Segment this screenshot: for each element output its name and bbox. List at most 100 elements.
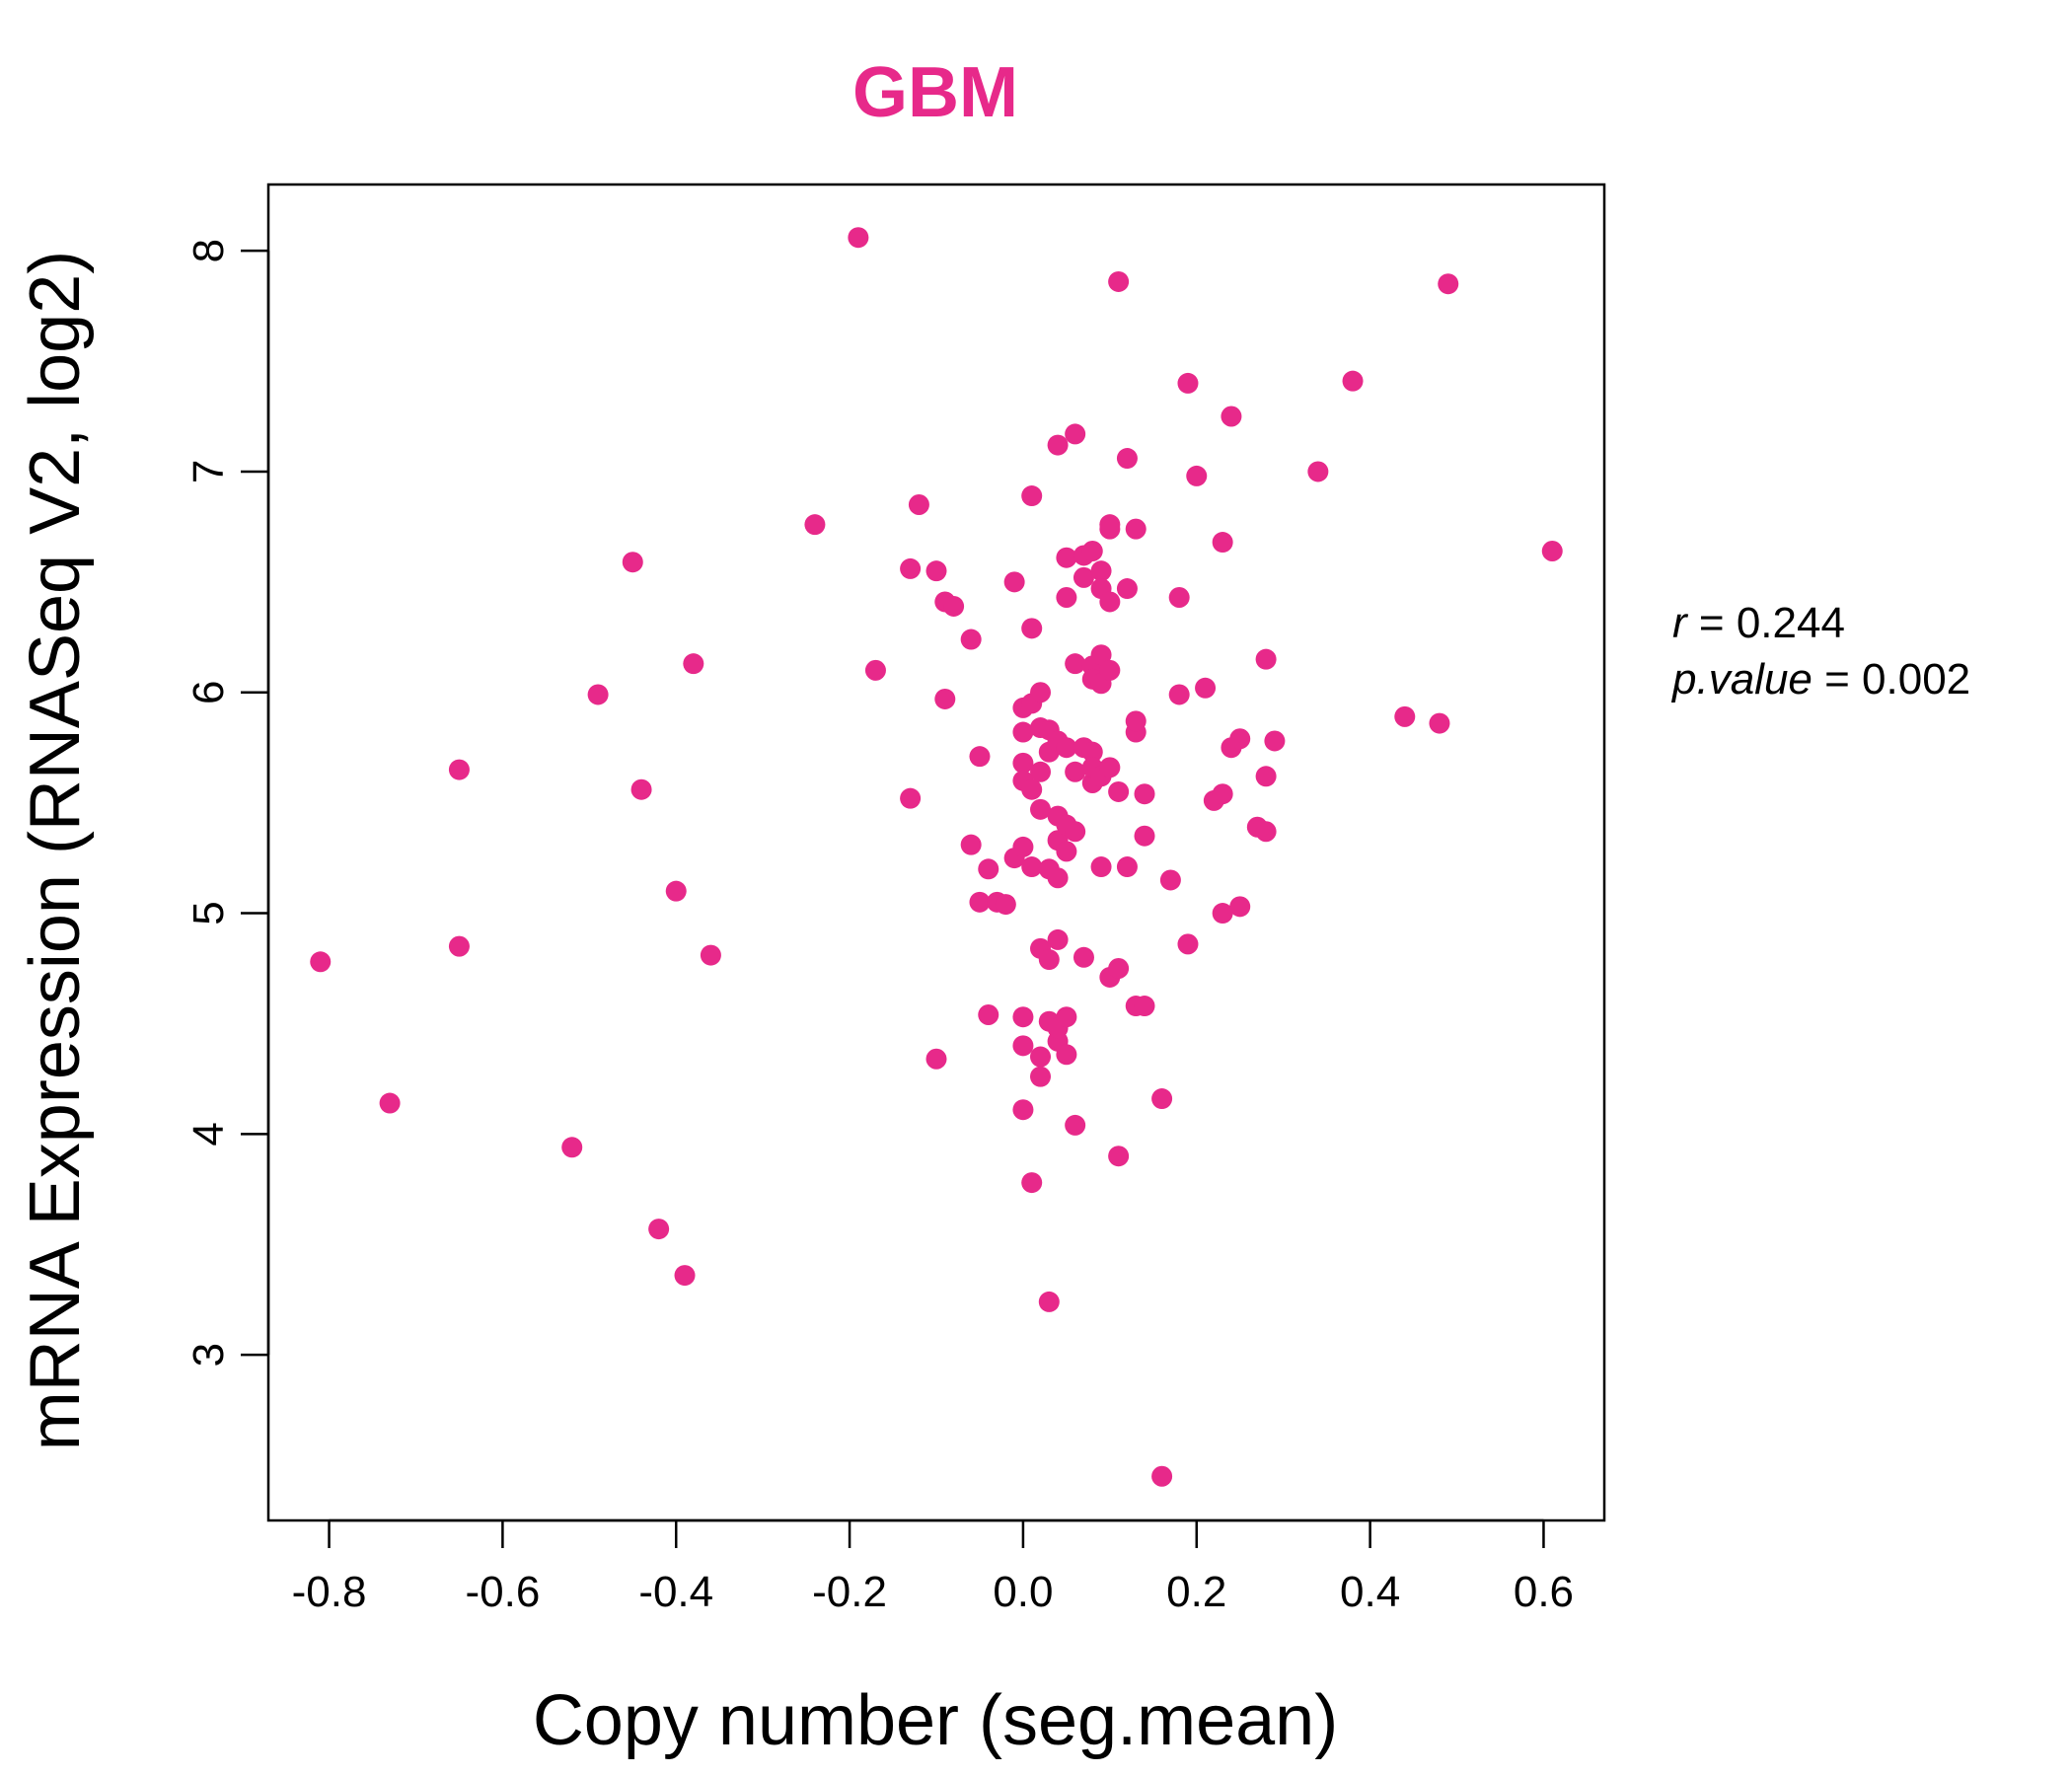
data-point xyxy=(969,891,991,913)
data-point xyxy=(1021,485,1043,507)
data-point xyxy=(1099,659,1121,681)
data-point xyxy=(1125,518,1147,540)
data-point xyxy=(1021,856,1043,878)
data-point xyxy=(700,944,721,966)
data-point xyxy=(1134,996,1155,1017)
y-axis: 3 4 5 6 7 8 xyxy=(185,239,270,1367)
data-point xyxy=(1021,1172,1043,1194)
y-tick-label: 4 xyxy=(185,1122,233,1146)
data-point xyxy=(1038,949,1060,971)
y-tick-label: 7 xyxy=(185,460,233,483)
data-point xyxy=(448,935,470,957)
data-point xyxy=(804,514,826,536)
data-point xyxy=(448,759,470,780)
data-point xyxy=(1394,705,1416,727)
data-point xyxy=(1221,406,1242,427)
data-points xyxy=(310,227,1563,1487)
data-point xyxy=(1065,821,1086,843)
data-point xyxy=(1134,783,1155,805)
x-tick-label: -0.8 xyxy=(292,1568,367,1616)
data-point xyxy=(900,787,922,809)
data-point xyxy=(674,1265,696,1287)
x-tick-label: 0.6 xyxy=(1514,1568,1574,1616)
pvalue-annotation: p.value = 0.002 xyxy=(1670,655,1970,703)
r-value: 0.244 xyxy=(1737,599,1845,647)
data-point xyxy=(1056,587,1077,609)
data-point xyxy=(908,494,929,516)
data-point xyxy=(864,659,886,681)
data-point xyxy=(379,1092,401,1114)
y-tick-label: 8 xyxy=(185,239,233,262)
data-point xyxy=(1003,571,1025,593)
data-point xyxy=(1125,710,1147,732)
data-point xyxy=(978,858,999,880)
x-tick-label: -0.6 xyxy=(465,1568,540,1616)
data-point xyxy=(1012,752,1034,774)
data-point xyxy=(934,688,956,709)
data-point xyxy=(665,880,687,902)
data-point xyxy=(1116,578,1138,600)
data-point xyxy=(1090,856,1112,878)
data-point xyxy=(1429,712,1450,734)
y-tick-label: 5 xyxy=(185,901,233,925)
data-point xyxy=(1438,273,1459,295)
data-point xyxy=(1186,465,1208,486)
data-point xyxy=(1177,933,1199,955)
data-point xyxy=(1229,728,1251,750)
data-point xyxy=(848,227,869,249)
data-point xyxy=(1116,856,1138,878)
data-point xyxy=(1012,721,1034,743)
data-point xyxy=(1108,780,1130,802)
data-point xyxy=(1255,648,1277,670)
x-tick-label: 0.0 xyxy=(993,1568,1053,1616)
data-point xyxy=(1177,372,1199,394)
data-point xyxy=(1056,1006,1077,1028)
data-point xyxy=(1151,1088,1173,1110)
data-point xyxy=(1056,547,1077,568)
data-point xyxy=(1108,957,1130,979)
data-point xyxy=(1030,761,1052,782)
data-point xyxy=(1168,587,1190,609)
data-point xyxy=(1021,778,1043,800)
data-point xyxy=(1047,867,1069,889)
data-point xyxy=(1212,903,1233,925)
data-point xyxy=(1030,1066,1052,1087)
data-point xyxy=(925,560,947,582)
data-point xyxy=(1159,869,1181,891)
data-point xyxy=(587,684,609,705)
data-point xyxy=(1030,1046,1052,1068)
x-tick-label: -0.2 xyxy=(812,1568,887,1616)
p-label: p.value xyxy=(1670,655,1813,703)
x-axis: -0.8 -0.6 -0.4 -0.2 0.0 0.2 0.4 0.6 xyxy=(292,1518,1574,1616)
data-point xyxy=(1030,798,1052,820)
data-point xyxy=(1012,1006,1034,1028)
data-point xyxy=(310,951,332,973)
data-point xyxy=(1038,1291,1060,1312)
data-point xyxy=(630,778,652,800)
data-point xyxy=(683,653,704,675)
data-point xyxy=(978,1003,999,1025)
data-point xyxy=(1056,737,1077,759)
r-label: r xyxy=(1672,599,1689,647)
plot-area xyxy=(266,183,1606,1522)
data-point xyxy=(1108,1146,1130,1167)
data-point xyxy=(561,1137,583,1158)
x-tick-label: -0.4 xyxy=(638,1568,713,1616)
data-point xyxy=(1047,434,1069,456)
data-point xyxy=(1099,757,1121,778)
data-point xyxy=(1047,928,1069,950)
data-point xyxy=(1342,370,1364,392)
data-point xyxy=(1212,532,1233,554)
data-point xyxy=(960,834,982,855)
data-point xyxy=(1151,1465,1173,1487)
data-point xyxy=(1012,1099,1034,1121)
data-point xyxy=(1056,1044,1077,1066)
data-point xyxy=(1073,566,1094,588)
data-point xyxy=(1073,946,1094,968)
data-point xyxy=(648,1219,670,1240)
data-point xyxy=(969,746,991,768)
y-tick-label: 6 xyxy=(185,681,233,704)
data-point xyxy=(1099,518,1121,540)
data-point xyxy=(1229,896,1251,918)
correlation-annotation: r = 0.244 xyxy=(1672,599,1845,647)
